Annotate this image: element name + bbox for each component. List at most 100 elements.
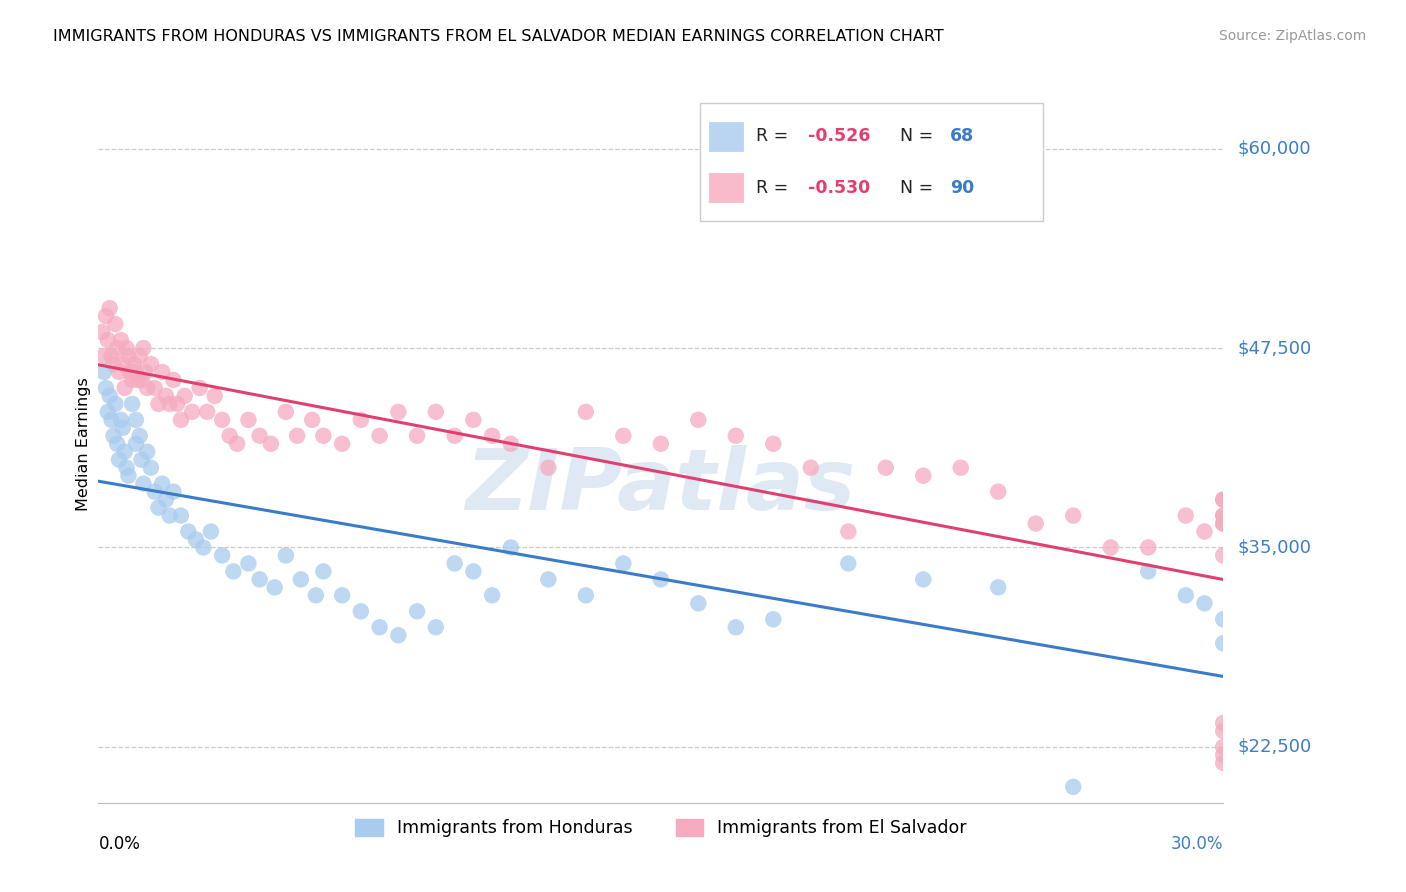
Point xyxy=(93,365,115,379)
Point xyxy=(162,373,184,387)
Point xyxy=(170,413,193,427)
FancyBboxPatch shape xyxy=(700,103,1043,221)
Point xyxy=(463,565,485,579)
Point xyxy=(285,429,308,443)
Point xyxy=(1212,492,1234,507)
Point xyxy=(368,429,391,443)
Point xyxy=(1212,492,1234,507)
Point xyxy=(612,557,634,571)
Point xyxy=(305,588,328,602)
Point xyxy=(1137,541,1160,555)
Point xyxy=(128,429,150,443)
Point xyxy=(105,436,128,450)
Point xyxy=(1212,612,1234,626)
Text: R =: R = xyxy=(756,178,794,196)
Point xyxy=(108,452,131,467)
Point xyxy=(159,508,181,523)
Point xyxy=(1099,541,1122,555)
Point xyxy=(249,429,271,443)
Point xyxy=(949,460,972,475)
Point xyxy=(97,405,120,419)
Point xyxy=(195,405,218,419)
Point xyxy=(260,436,283,450)
Point xyxy=(148,397,170,411)
Point xyxy=(499,436,522,450)
Point xyxy=(139,357,162,371)
Point xyxy=(108,365,131,379)
Point xyxy=(1194,596,1216,610)
Point xyxy=(987,484,1010,499)
Point xyxy=(350,604,373,618)
Point xyxy=(110,333,132,347)
Point xyxy=(249,573,271,587)
Point xyxy=(134,365,156,379)
Point xyxy=(425,620,447,634)
Point xyxy=(139,460,162,475)
Point xyxy=(274,405,297,419)
Text: $35,000: $35,000 xyxy=(1237,539,1312,557)
Point xyxy=(912,468,935,483)
Point xyxy=(100,413,122,427)
Y-axis label: Median Earnings: Median Earnings xyxy=(76,377,91,510)
Point xyxy=(97,333,120,347)
Text: -0.526: -0.526 xyxy=(808,128,870,145)
Point xyxy=(987,580,1010,594)
Point xyxy=(94,381,117,395)
Point xyxy=(274,549,297,563)
Point xyxy=(98,389,121,403)
Point xyxy=(98,301,121,315)
Point xyxy=(91,325,114,339)
Text: -0.530: -0.530 xyxy=(808,178,870,196)
Point xyxy=(263,580,285,594)
Point xyxy=(104,317,127,331)
Point xyxy=(724,429,747,443)
Point xyxy=(301,413,323,427)
Legend: Immigrants from Honduras, Immigrants from El Salvador: Immigrants from Honduras, Immigrants fro… xyxy=(347,813,974,845)
Point xyxy=(875,460,897,475)
Point xyxy=(650,436,672,450)
Point xyxy=(204,389,226,403)
Point xyxy=(387,628,409,642)
Point xyxy=(762,612,785,626)
Point xyxy=(148,500,170,515)
Point xyxy=(132,476,155,491)
Text: R =: R = xyxy=(756,128,794,145)
Point xyxy=(837,557,859,571)
Point xyxy=(330,436,353,450)
Text: $60,000: $60,000 xyxy=(1237,139,1310,158)
Point xyxy=(1025,516,1047,531)
Point xyxy=(238,413,260,427)
Point xyxy=(193,541,215,555)
Point xyxy=(218,429,240,443)
Point xyxy=(1212,516,1234,531)
Point xyxy=(111,421,134,435)
Point xyxy=(181,405,204,419)
Point xyxy=(406,429,429,443)
Point xyxy=(312,429,335,443)
Point xyxy=(387,405,409,419)
Point xyxy=(115,341,138,355)
Point xyxy=(125,365,148,379)
Point xyxy=(1212,723,1234,738)
Point xyxy=(111,357,134,371)
Point xyxy=(150,476,173,491)
Point xyxy=(173,389,195,403)
Point xyxy=(155,389,177,403)
Point xyxy=(125,413,148,427)
Point xyxy=(222,565,245,579)
Point xyxy=(103,429,125,443)
Point xyxy=(350,413,373,427)
Text: N =: N = xyxy=(889,128,939,145)
Point xyxy=(1137,565,1160,579)
Point xyxy=(131,452,153,467)
Point xyxy=(127,373,149,387)
Point xyxy=(121,373,143,387)
Point xyxy=(170,508,193,523)
Text: 90: 90 xyxy=(950,178,974,196)
Point xyxy=(499,541,522,555)
Point xyxy=(425,405,447,419)
Point xyxy=(115,460,138,475)
Text: $22,500: $22,500 xyxy=(1237,738,1312,756)
Point xyxy=(150,365,173,379)
Point xyxy=(463,413,485,427)
